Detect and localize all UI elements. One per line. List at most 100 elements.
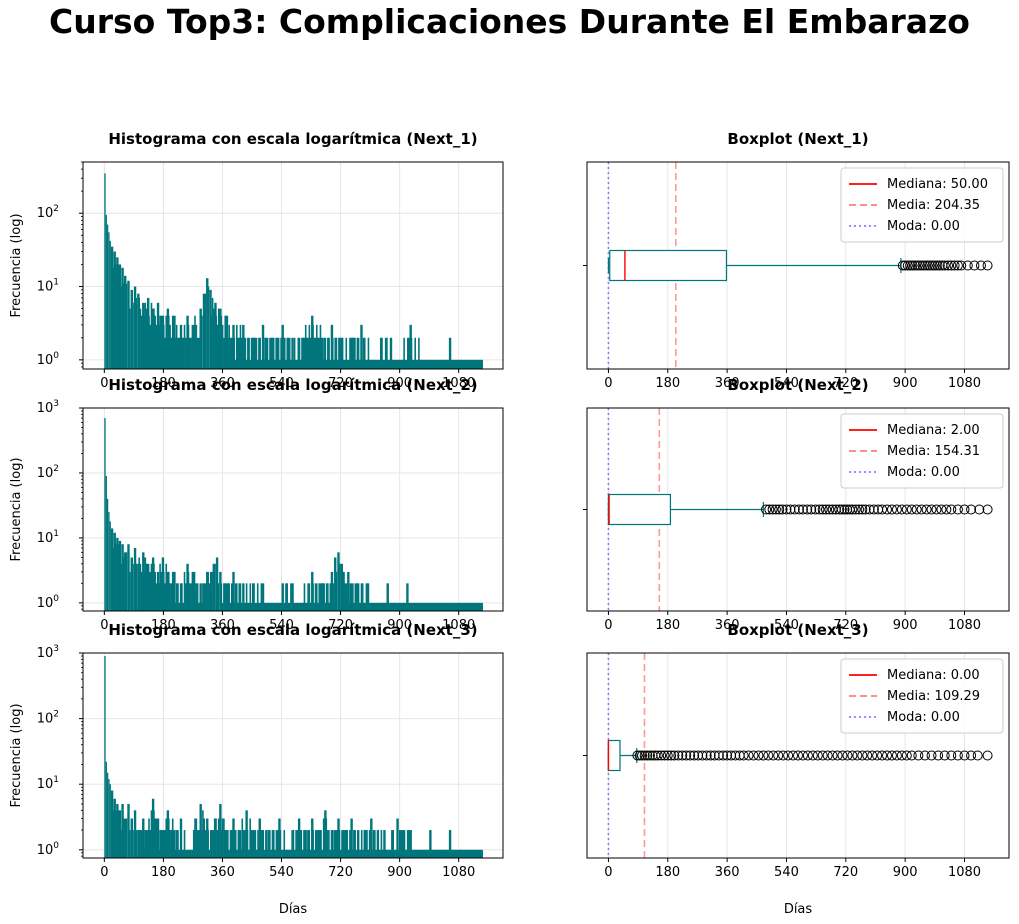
legend-mean-label: Media: 204.35: [887, 198, 980, 213]
histogram-bar: [382, 602, 385, 611]
outlier-point: [943, 260, 954, 271]
histogram-bar: [379, 849, 381, 858]
histogram-bar: [455, 359, 457, 369]
histogram-bar: [423, 359, 425, 369]
histogram-bar: [104, 173, 106, 369]
histogram-bar: [475, 359, 478, 369]
histogram-bar: [214, 563, 216, 611]
histogram-bar: [409, 324, 412, 369]
histogram-bar: [112, 547, 114, 611]
histogram-bar: [260, 583, 263, 611]
histogram-bar: [194, 818, 196, 858]
histogram-bar: [328, 337, 330, 369]
histogram-bar: [118, 264, 122, 369]
histogram-bar: [424, 359, 426, 369]
histogram-bar: [440, 849, 442, 858]
outlier-point: [713, 750, 724, 761]
histogram-bar: [270, 602, 273, 611]
histogram-bar: [217, 583, 220, 611]
x-tick-label: 1080: [442, 865, 475, 880]
histogram-bar: [264, 602, 266, 611]
outlier-point: [824, 504, 835, 515]
histogram-bar: [400, 602, 402, 611]
x-axis-label: Días: [784, 902, 813, 917]
histogram-bar: [329, 583, 332, 611]
histogram-bar: [474, 602, 477, 611]
histogram-bar: [356, 830, 360, 858]
histogram-bar: [419, 602, 422, 611]
histogram-bar: [334, 337, 337, 369]
outlier-point: [637, 750, 648, 761]
histogram-bar: [434, 849, 436, 858]
outlier-point: [900, 260, 911, 271]
histogram-bar: [380, 830, 383, 858]
outlier-point: [936, 504, 947, 515]
subplot-title: Histograma con escala logarítmica (Next_…: [108, 130, 477, 148]
histogram-bar: [436, 849, 439, 858]
histogram-bar: [395, 849, 397, 858]
histogram-bar: [327, 583, 329, 611]
histogram-bar: [355, 583, 358, 611]
histogram-bar: [237, 830, 240, 858]
histogram-bar: [194, 583, 196, 611]
histogram-bar: [296, 602, 298, 611]
histogram-bar: [281, 583, 284, 611]
histogram-bar: [456, 359, 458, 369]
histogram-bar: [345, 830, 347, 858]
histogram-bar: [293, 602, 296, 611]
histogram-bar: [257, 830, 259, 858]
histogram-bar: [286, 583, 289, 611]
histogram-bar: [132, 302, 134, 369]
histogram-bar: [199, 803, 202, 858]
histogram-bar: [302, 602, 305, 611]
x-tick-label: 180: [151, 376, 176, 391]
histogram-bar: [473, 602, 476, 611]
histogram-bar: [421, 849, 424, 858]
outlier-point: [969, 260, 980, 271]
histogram-bar: [470, 849, 473, 858]
outlier-point: [891, 504, 902, 515]
histogram-bar: [228, 324, 230, 369]
histogram-bar: [366, 359, 369, 369]
histogram-bar: [445, 602, 448, 611]
histogram-bar: [162, 571, 165, 611]
y-tick-exponent: 0: [53, 841, 59, 851]
histogram-bar: [366, 830, 368, 858]
outlier-point: [932, 260, 943, 271]
outlier-point: [886, 750, 897, 761]
outlier-point: [867, 750, 878, 761]
histogram-bar: [160, 830, 163, 858]
subplot-title: Histograma con escala logarítmica (Next_…: [108, 376, 477, 394]
histogram-bar: [109, 240, 111, 369]
histogram-bar: [454, 602, 456, 611]
histogram-bar: [387, 849, 389, 858]
histogram-bar: [120, 286, 122, 369]
histogram-bar: [234, 830, 237, 858]
x-tick-label: 360: [715, 865, 740, 880]
histogram-bar: [287, 337, 290, 369]
outlier-point: [821, 504, 832, 515]
histogram-bar: [420, 359, 423, 369]
histogram-bar: [322, 583, 324, 611]
histogram-bar: [344, 583, 347, 611]
histogram-bar: [145, 563, 148, 611]
histogram-bar: [345, 583, 348, 611]
histogram-bar: [247, 337, 249, 369]
histogram-bar: [345, 337, 348, 369]
y-axis-label: Frecuencia (log): [9, 703, 24, 807]
histogram-bar: [354, 830, 356, 858]
histogram-bar: [441, 849, 444, 858]
boxplot-panel: 0 180 360 540 720 900 1080 Días Boxplot (Next_3)…: [583, 621, 1010, 917]
histogram-bar: [396, 602, 399, 611]
histogram-bar: [182, 602, 185, 611]
histogram-bar: [414, 849, 417, 858]
x-tick-label: 540: [774, 865, 799, 880]
histogram-bar: [127, 544, 130, 611]
histogram-bar: [209, 830, 212, 858]
histogram-bar: [135, 563, 138, 611]
histogram-bar: [272, 602, 275, 611]
histogram-bar: [414, 337, 417, 369]
histogram-bar: [125, 283, 128, 369]
histogram-bar: [217, 308, 220, 369]
